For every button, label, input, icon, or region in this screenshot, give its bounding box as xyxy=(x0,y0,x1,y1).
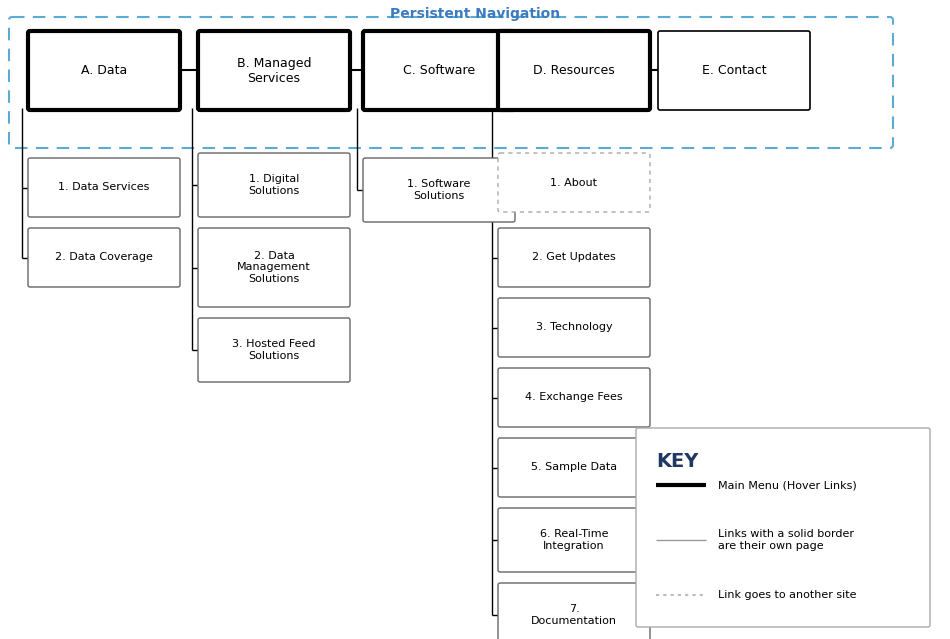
Text: Persistent Navigation: Persistent Navigation xyxy=(390,7,560,21)
Text: Links with a solid border
are their own page: Links with a solid border are their own … xyxy=(718,529,854,551)
FancyBboxPatch shape xyxy=(28,158,180,217)
Text: Main Menu (Hover Links): Main Menu (Hover Links) xyxy=(718,480,857,490)
FancyBboxPatch shape xyxy=(498,153,650,212)
FancyBboxPatch shape xyxy=(498,508,650,572)
Text: C. Software: C. Software xyxy=(403,64,475,77)
FancyBboxPatch shape xyxy=(28,228,180,287)
Text: 6. Real-Time
Integration: 6. Real-Time Integration xyxy=(540,529,608,551)
FancyBboxPatch shape xyxy=(498,368,650,427)
Text: 3. Hosted Feed
Solutions: 3. Hosted Feed Solutions xyxy=(232,339,315,361)
Text: 1. Data Services: 1. Data Services xyxy=(58,183,150,192)
Text: 1. About: 1. About xyxy=(550,178,598,187)
Text: 7.
Documentation: 7. Documentation xyxy=(531,604,617,626)
FancyBboxPatch shape xyxy=(498,228,650,287)
Text: 1. Digital
Solutions: 1. Digital Solutions xyxy=(248,174,299,196)
FancyBboxPatch shape xyxy=(363,31,515,110)
FancyBboxPatch shape xyxy=(28,31,180,110)
FancyBboxPatch shape xyxy=(658,31,810,110)
Text: KEY: KEY xyxy=(656,452,698,471)
Text: E. Contact: E. Contact xyxy=(702,64,767,77)
Text: 1. Software
Solutions: 1. Software Solutions xyxy=(408,179,470,201)
FancyBboxPatch shape xyxy=(498,438,650,497)
Text: 2. Data Coverage: 2. Data Coverage xyxy=(55,252,153,263)
FancyBboxPatch shape xyxy=(363,158,515,222)
Text: A. Data: A. Data xyxy=(81,64,127,77)
Text: 2. Data
Management
Solutions: 2. Data Management Solutions xyxy=(238,251,311,284)
Text: 5. Sample Data: 5. Sample Data xyxy=(531,463,618,472)
Text: 3. Technology: 3. Technology xyxy=(536,323,613,332)
FancyBboxPatch shape xyxy=(198,318,350,382)
Text: D. Resources: D. Resources xyxy=(533,64,615,77)
FancyBboxPatch shape xyxy=(198,31,350,110)
FancyBboxPatch shape xyxy=(498,583,650,639)
FancyBboxPatch shape xyxy=(198,228,350,307)
Text: 2. Get Updates: 2. Get Updates xyxy=(532,252,616,263)
FancyBboxPatch shape xyxy=(498,298,650,357)
Text: B. Managed
Services: B. Managed Services xyxy=(237,56,312,84)
Text: Link goes to another site: Link goes to another site xyxy=(718,590,857,600)
FancyBboxPatch shape xyxy=(636,428,930,627)
Text: 4. Exchange Fees: 4. Exchange Fees xyxy=(525,392,623,403)
FancyBboxPatch shape xyxy=(498,31,650,110)
FancyBboxPatch shape xyxy=(198,153,350,217)
